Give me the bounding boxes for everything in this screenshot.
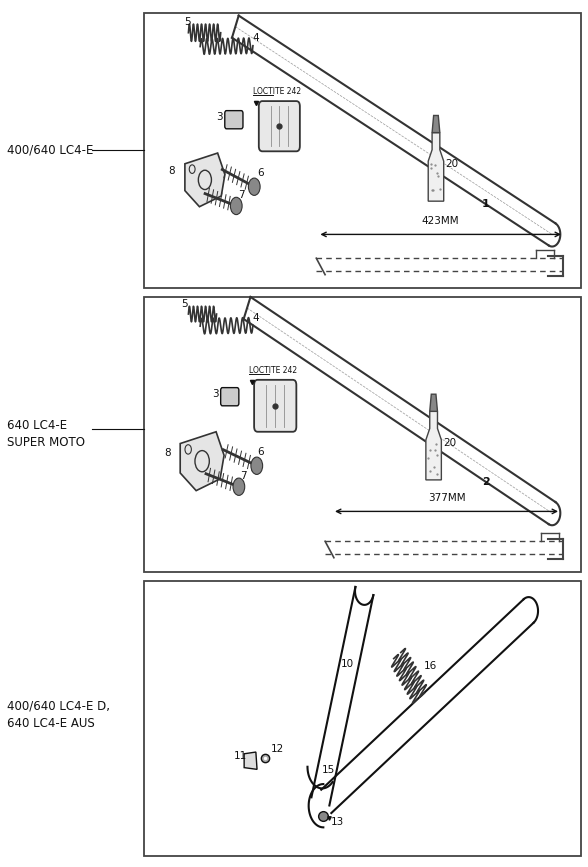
Polygon shape xyxy=(432,115,440,133)
Text: 16: 16 xyxy=(424,661,437,671)
Text: 10: 10 xyxy=(341,659,354,669)
Text: 11: 11 xyxy=(233,751,247,761)
Text: 6: 6 xyxy=(258,447,264,457)
Polygon shape xyxy=(180,432,224,491)
Text: 6: 6 xyxy=(258,167,264,178)
Polygon shape xyxy=(185,153,225,206)
Text: 12: 12 xyxy=(270,744,284,754)
Text: 4: 4 xyxy=(253,33,259,42)
Text: 7: 7 xyxy=(240,471,246,480)
Text: 5: 5 xyxy=(184,17,191,27)
Text: 3: 3 xyxy=(216,112,223,122)
Bar xyxy=(145,297,582,572)
Text: 20: 20 xyxy=(445,159,459,169)
Polygon shape xyxy=(426,411,442,480)
Text: 400/640 LC4-E: 400/640 LC4-E xyxy=(6,144,93,157)
Text: 13: 13 xyxy=(330,817,343,827)
Polygon shape xyxy=(430,394,437,411)
Text: 1: 1 xyxy=(482,199,489,209)
FancyBboxPatch shape xyxy=(220,388,239,406)
Text: 4: 4 xyxy=(253,313,259,323)
Text: 2: 2 xyxy=(482,478,489,487)
FancyBboxPatch shape xyxy=(225,111,243,129)
Text: 5: 5 xyxy=(181,299,188,310)
Circle shape xyxy=(233,478,245,495)
Text: 15: 15 xyxy=(322,765,335,775)
Text: 8: 8 xyxy=(168,166,175,176)
Circle shape xyxy=(230,198,242,215)
FancyBboxPatch shape xyxy=(259,101,300,152)
Text: 400/640 LC4-E D,
640 LC4-E AUS: 400/640 LC4-E D, 640 LC4-E AUS xyxy=(6,700,109,730)
Text: 8: 8 xyxy=(164,448,171,458)
Text: 640 LC4-E
SUPER MOTO: 640 LC4-E SUPER MOTO xyxy=(6,419,85,448)
Circle shape xyxy=(251,457,263,474)
Text: Parts
Republik: Parts Republik xyxy=(260,369,421,498)
Text: 7: 7 xyxy=(238,190,245,200)
Circle shape xyxy=(248,178,260,195)
Text: 3: 3 xyxy=(212,389,219,399)
FancyBboxPatch shape xyxy=(254,380,296,432)
Bar xyxy=(145,581,582,856)
Text: LOCTITE 242: LOCTITE 242 xyxy=(249,366,297,375)
Text: 423MM: 423MM xyxy=(422,216,459,226)
Polygon shape xyxy=(244,752,257,769)
Text: 20: 20 xyxy=(443,438,456,447)
Bar xyxy=(145,13,582,288)
Text: LOCTITE 242: LOCTITE 242 xyxy=(253,88,301,96)
Polygon shape xyxy=(428,133,444,201)
Text: 377MM: 377MM xyxy=(427,493,465,503)
